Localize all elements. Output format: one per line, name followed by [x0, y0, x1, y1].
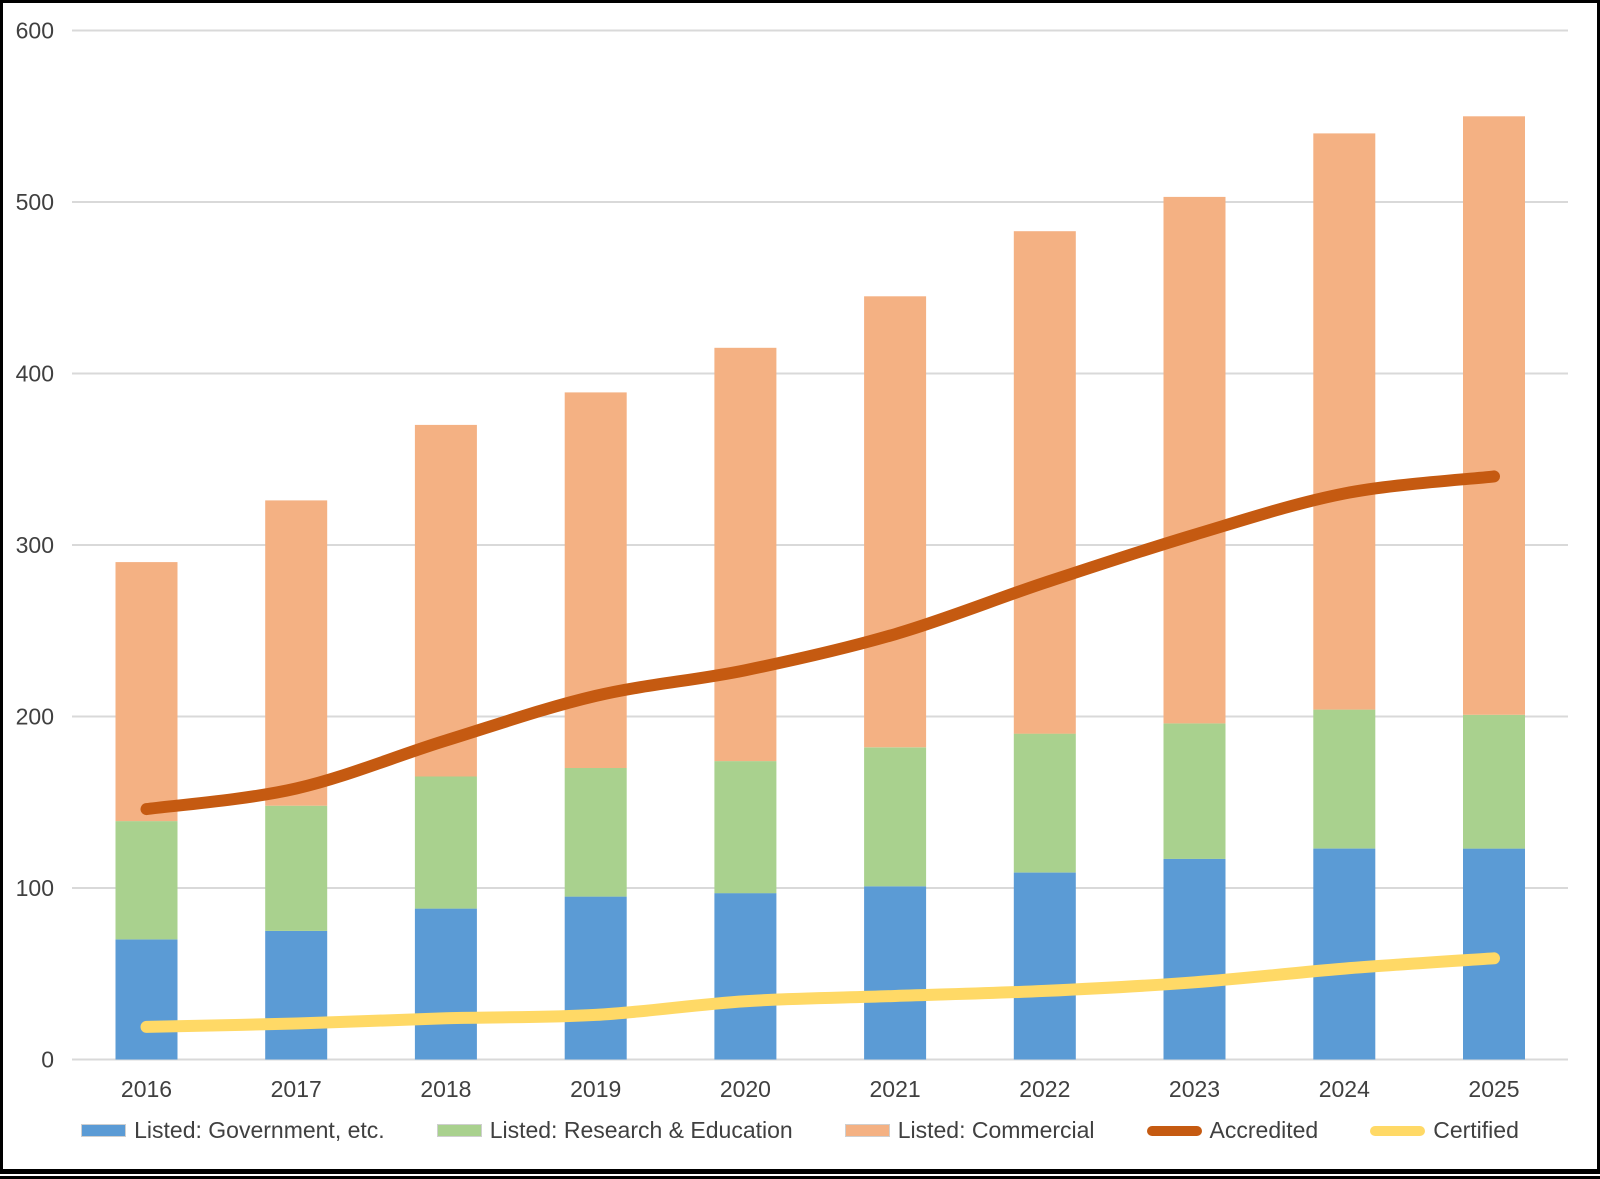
legend-label-listed-government: Listed: Government, etc.: [134, 1117, 385, 1143]
bar-segment-listed-commercial-2018: [414, 424, 477, 777]
legend-item-listed-commercial: Listed: Commercial: [844, 1117, 1095, 1143]
bar-segment-listed-government-etc-2020: [714, 893, 777, 1060]
x-axis-tick-label: 2022: [1019, 1076, 1070, 1102]
bar-segment-listed-government-etc-2019: [564, 896, 627, 1060]
y-axis-tick-label: 200: [16, 704, 54, 730]
bar-segment-listed-government-etc-2024: [1313, 848, 1376, 1060]
legend-swatch-listed-government-icon: [81, 1124, 127, 1137]
legend-item-accredited: Accredited: [1146, 1117, 1319, 1143]
bar-segment-listed-research-education-2022: [1013, 733, 1076, 873]
legend-label-accredited: Accredited: [1209, 1117, 1319, 1143]
x-axis-tick-label: 2024: [1319, 1076, 1370, 1102]
bar-segment-listed-government-etc-2016: [115, 939, 178, 1060]
x-axis-tick-label: 2018: [420, 1076, 471, 1102]
bar-segment-listed-government-etc-2018: [414, 908, 477, 1060]
bar-segment-listed-research-education-2023: [1163, 723, 1226, 859]
bar-segment-listed-research-education-2017: [265, 805, 328, 931]
bar-segment-listed-commercial-2019: [564, 392, 627, 768]
bar-segment-listed-commercial-2022: [1013, 231, 1076, 734]
legend-item-listed-research-education: Listed: Research & Education: [436, 1117, 793, 1143]
bar-segment-listed-commercial-2020: [714, 347, 777, 762]
y-axis-tick-label: 600: [16, 18, 54, 44]
legend-label-certified: Certified: [1433, 1117, 1519, 1143]
bar-segment-listed-research-education-2021: [864, 747, 927, 887]
legend-item-certified: Certified: [1370, 1119, 1519, 1142]
x-axis-tick-label: 2021: [870, 1076, 921, 1102]
legend-swatch-listed-commercial-icon: [844, 1124, 890, 1137]
x-axis-tick-label: 2020: [720, 1076, 771, 1102]
bar-segment-listed-commercial-2023: [1163, 196, 1226, 724]
x-axis-tick-label: 2017: [271, 1076, 322, 1102]
bar-segment-listed-government-etc-2017: [265, 930, 328, 1060]
bar-segment-listed-government-etc-2023: [1163, 858, 1226, 1060]
bar-segment-listed-research-education-2025: [1463, 714, 1525, 849]
bar-segment-listed-research-education-2020: [714, 761, 777, 894]
bar-segment-listed-research-education-2019: [564, 768, 627, 897]
x-axis-tick-label: 2019: [570, 1076, 621, 1102]
bar-segment-listed-research-education-2018: [414, 776, 477, 909]
legend-label-listed-commercial: Listed: Commercial: [897, 1117, 1095, 1143]
y-axis-tick-label: 500: [16, 189, 54, 215]
chart-legend: Listed: Government, etc. Listed: Researc…: [3, 1119, 1597, 1142]
bar-segment-listed-commercial-2025: [1463, 116, 1525, 715]
x-axis-tick-label: 2023: [1169, 1076, 1220, 1102]
bar-segment-listed-commercial-2017: [265, 500, 328, 806]
x-axis-tick-label: 2016: [121, 1076, 172, 1102]
y-axis-tick-label: 400: [16, 361, 54, 387]
legend-swatch-listed-research-education-icon: [436, 1124, 482, 1137]
y-axis-tick-label: 0: [41, 1047, 54, 1073]
bar-segment-listed-research-education-2016: [115, 821, 178, 940]
legend-swatch-certified-icon: [1370, 1125, 1426, 1136]
frame-bottom-edge: [0, 1176, 1600, 1179]
x-axis-tick-label: 2025: [1468, 1076, 1519, 1102]
bar-segment-listed-government-etc-2021: [864, 886, 927, 1060]
line-accredited: [140, 470, 1500, 816]
bar-segment-listed-commercial-2021: [864, 296, 927, 748]
y-axis-tick-label: 300: [16, 532, 54, 558]
legend-item-listed-government: Listed: Government, etc.: [81, 1119, 385, 1142]
bar-segment-listed-commercial-2024: [1313, 133, 1376, 710]
bar-segment-listed-research-education-2024: [1313, 709, 1376, 849]
chart-plot-area: 0 100 200 300 400 500 600 2016 2017 2018 2019 2020 2…: [16, 18, 1568, 1102]
frame-bottom-gap: [0, 1174, 1600, 1176]
bar-segment-listed-government-etc-2022: [1013, 872, 1076, 1060]
bar-segment-listed-commercial-2016: [115, 562, 178, 822]
line-certified: [140, 952, 1500, 1033]
y-axis-tick-label: 100: [16, 875, 54, 901]
legend-swatch-accredited-icon: [1146, 1125, 1202, 1136]
legend-label-listed-research-education: Listed: Research & Education: [489, 1117, 793, 1143]
